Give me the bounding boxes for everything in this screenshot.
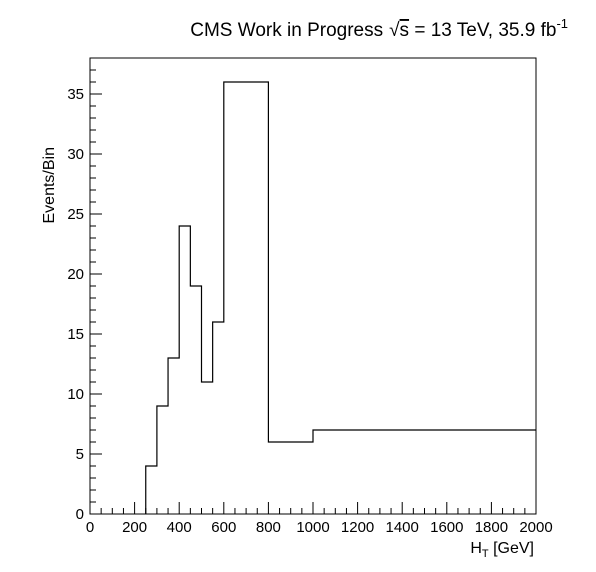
x-tick-label: 2000: [519, 519, 552, 536]
x-tick-label: 1000: [296, 519, 329, 536]
x-tick-label: 1800: [475, 519, 508, 536]
histogram-bin: [157, 406, 168, 514]
histogram-bins: [146, 82, 536, 514]
title-superscript: -1: [556, 16, 568, 31]
x-tick-label: 1600: [430, 519, 463, 536]
x-axis-title-suffix: [GeV]: [489, 540, 534, 557]
y-axis: 0 5 10 15 20 25 30 35: [67, 57, 102, 523]
x-tick-label: 200: [122, 519, 147, 536]
x-axis: 0 200 400 600 800 1000 1200 1400 1600 1800 2000: [86, 502, 553, 536]
histogram-bin: [224, 82, 269, 514]
x-axis-title-sub: T: [482, 548, 489, 560]
y-tick-label: 30: [67, 146, 84, 163]
x-axis-title-main: H: [470, 540, 482, 557]
x-axis-title: HT [GeV]: [470, 540, 534, 560]
x-tick-label: 0: [86, 519, 94, 536]
title-sqrt-symbol: √: [389, 20, 400, 41]
x-tick-label: 800: [256, 519, 281, 536]
histogram-bin: [168, 358, 179, 514]
histogram-bin: [179, 226, 190, 514]
x-tick-label: 400: [167, 519, 192, 536]
y-tick-label: 35: [67, 86, 84, 103]
x-tick-label: 1200: [341, 519, 374, 536]
chart-title: CMS Work in Progress √s = 13 TeV, 35.9 fb…: [190, 16, 568, 41]
y-tick-label: 25: [67, 206, 84, 223]
histogram-bin: [313, 430, 536, 514]
histogram-bin: [268, 442, 313, 514]
x-tick-label: 600: [211, 519, 236, 536]
title-sqrt-arg: s: [400, 20, 410, 41]
x-tick-label: 1400: [386, 519, 419, 536]
histogram-bin: [190, 286, 201, 514]
histogram-series-line: [145, 81, 536, 514]
y-tick-label: 0: [76, 506, 84, 523]
histogram-bin: [202, 382, 213, 514]
title-prefix: CMS Work in Progress: [190, 20, 383, 41]
y-tick-label: 15: [67, 326, 84, 343]
y-tick-label: 5: [76, 446, 84, 463]
y-tick-label: 20: [67, 266, 84, 283]
y-axis-title: Events/Bin: [41, 147, 58, 223]
histogram-bin: [146, 466, 157, 514]
histogram-bin: [213, 322, 224, 514]
y-tick-label: 10: [67, 386, 84, 403]
title-middle: = 13 TeV, 35.9 fb: [409, 20, 556, 41]
